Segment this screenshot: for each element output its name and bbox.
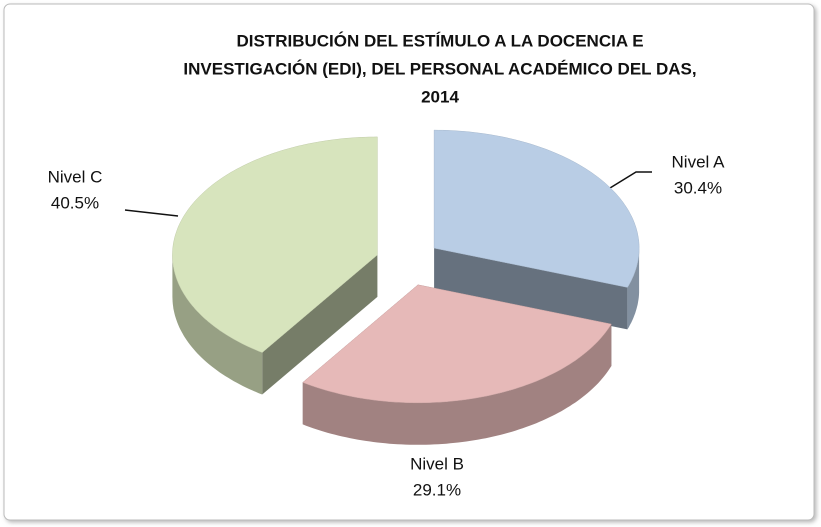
slice [302, 284, 612, 404]
slice [172, 136, 378, 353]
chart-frame [3, 3, 815, 521]
chart-title: INVESTIGACIÓN (EDI), DEL PERSONAL ACADÉM… [183, 59, 696, 78]
data-label-name: Nivel B [410, 454, 464, 473]
chart-title: 2014 [421, 87, 459, 106]
slice [433, 129, 640, 288]
data-label-value: 40.5% [51, 193, 99, 212]
data-label-name: Nivel A [672, 152, 726, 171]
slice-wall [302, 324, 612, 445]
slice-wall [172, 254, 263, 395]
slice-side [262, 254, 378, 395]
data-label-name: Nivel C [48, 167, 103, 186]
leader-line [609, 171, 652, 189]
chart-title: DISTRIBUCIÓN DEL ESTÍMULO A LA DOCENCIA … [236, 31, 643, 50]
data-label-value: 30.4% [674, 178, 722, 197]
pie [172, 129, 640, 445]
slice-side [434, 248, 628, 330]
data-label-value: 29.1% [413, 480, 461, 499]
leader-line [124, 209, 179, 217]
